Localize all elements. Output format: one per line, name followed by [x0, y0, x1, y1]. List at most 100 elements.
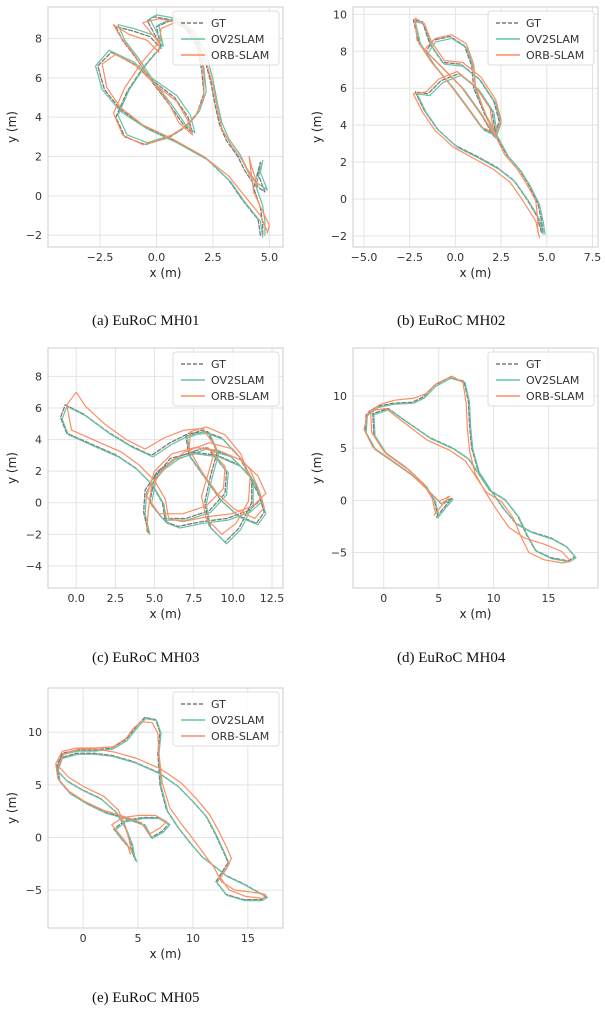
y-tick-label: −2 [331, 230, 347, 243]
legend-box [172, 351, 280, 407]
chart-panel-mh01: −2.5 0.0 2.5 5.0 −2 0 2 4 6 8 x (m) y (m) GT OV2SLAM O… [0, 0, 290, 290]
y-tick-label: 8 [35, 32, 42, 45]
y-tick-label: 8 [340, 45, 347, 58]
caption-mh04: (d) EuRoC MH04 [397, 650, 506, 666]
legend-ov2slam-label: OV2SLAM [211, 374, 264, 387]
chart-mh05: 0 5 10 15 −5 0 5 10 x (m) y (m) GT OV2SLAM ORB-SLAM [5, 687, 284, 961]
x-tick-label: 5.0 [538, 251, 556, 264]
series-orbslam-line [66, 391, 267, 535]
chart-panel-mh02: −5.0 −2.5 0.0 2.5 5.0 7.5 −2 0 2 4 6 8 10 x (m) y (m) G… [305, 0, 605, 290]
y-tick-label: 4 [35, 434, 42, 447]
x-axis-label: x (m) [460, 266, 492, 280]
y-tick-label: 4 [35, 111, 42, 124]
y-tick-label: −5 [26, 884, 42, 897]
y-tick-label: 5 [35, 779, 42, 792]
chart-mh03: 0.0 2.5 5.0 7.5 10.0 12.5 −4 −2 0 2 4 6 8 x (m) y (m) G… [5, 347, 285, 621]
y-tick-label: −4 [26, 560, 42, 573]
x-axis-label: x (m) [150, 266, 182, 280]
series-ov2slam-line [61, 405, 267, 545]
legend-gt-label: GT [211, 358, 226, 371]
legend-gt-label: GT [211, 17, 226, 30]
plot-frame [47, 687, 284, 929]
y-tick-label: 10 [333, 8, 347, 21]
y-tick-label: 6 [340, 82, 347, 95]
y-tick-label: 0 [340, 193, 347, 206]
x-tick-label: 15 [241, 932, 255, 945]
legend-gt-label: GT [526, 17, 541, 30]
y-axis-label: y (m) [310, 452, 324, 484]
series-gt-line [59, 404, 265, 543]
legend-ov2slam-label: OV2SLAM [211, 33, 264, 46]
x-tick-label: 15 [542, 592, 556, 605]
x-tick-label: 5 [435, 592, 442, 605]
legend-box [487, 10, 595, 66]
y-tick-label: 10 [333, 390, 347, 403]
caption-mh05: (e) EuRoC MH05 [92, 990, 200, 1006]
x-tick-label: 10 [186, 932, 200, 945]
x-tick-label: 5.0 [261, 251, 279, 264]
y-tick-label: −5 [331, 547, 347, 560]
plot-frame [47, 347, 284, 589]
y-tick-label: 0 [35, 831, 42, 844]
y-tick-label: 0 [35, 190, 42, 203]
series-ov2slam-line [365, 377, 577, 563]
y-tick-label: −2 [26, 528, 42, 541]
series-ov2slam-line [94, 14, 268, 238]
x-tick-label: 2.5 [107, 592, 125, 605]
caption-mh02: (b) EuRoC MH02 [397, 313, 506, 329]
series-orbslam-line [55, 721, 266, 900]
legend-ov2slam-label: OV2SLAM [526, 33, 579, 46]
series-orbslam-line [363, 375, 572, 564]
plot-frame [352, 6, 599, 248]
y-tick-label: 5 [340, 442, 347, 455]
x-tick-label: −2.5 [396, 251, 423, 264]
plot-frame [47, 6, 284, 248]
chart-mh01: −2.5 0.0 2.5 5.0 −2 0 2 4 6 8 x (m) y (m) GT OV2SLAM O… [5, 6, 284, 280]
x-axis-label: x (m) [150, 607, 182, 621]
y-tick-label: 0 [340, 494, 347, 507]
legend-orbslam-label: ORB-SLAM [526, 49, 584, 62]
x-tick-label: 10.0 [221, 592, 246, 605]
legend-ov2slam-label: OV2SLAM [526, 374, 579, 387]
legend-orbslam-label: ORB-SLAM [211, 730, 269, 743]
y-tick-label: 10 [28, 726, 42, 739]
x-tick-label: 0.0 [148, 251, 166, 264]
y-axis-label: y (m) [5, 792, 19, 824]
legend-box [172, 691, 280, 747]
y-axis-label: y (m) [5, 452, 19, 484]
y-tick-label: 2 [340, 156, 347, 169]
legend-gt-label: GT [526, 358, 541, 371]
x-tick-label: 2.5 [204, 251, 222, 264]
x-tick-label: 12.5 [260, 592, 285, 605]
y-tick-label: 8 [35, 370, 42, 383]
y-tick-label: 2 [35, 465, 42, 478]
y-tick-label: 2 [35, 151, 42, 164]
y-tick-label: 4 [340, 119, 347, 132]
x-tick-label: 10 [487, 592, 501, 605]
plot-frame [352, 347, 599, 589]
y-tick-label: 6 [35, 72, 42, 85]
x-tick-label: 2.5 [492, 251, 510, 264]
legend-orbslam-label: ORB-SLAM [211, 390, 269, 403]
legend-orbslam-label: ORB-SLAM [211, 49, 269, 62]
legend-orbslam-label: ORB-SLAM [526, 390, 584, 403]
x-tick-label: 0 [380, 592, 387, 605]
chart-mh02: −5.0 −2.5 0.0 2.5 5.0 7.5 −2 0 2 4 6 8 10 x (m) y (m) G… [310, 6, 602, 280]
legend-box [487, 351, 595, 407]
y-tick-label: 0 [35, 497, 42, 510]
x-tick-label: 5 [135, 932, 142, 945]
chart-mh04: 0 5 10 15 −5 0 5 10 x (m) y (m) GT OV2SLAM ORB-SLAM [310, 347, 599, 621]
x-axis-label: x (m) [460, 607, 492, 621]
series-ov2slam-line [414, 21, 546, 235]
legend-box [172, 10, 280, 66]
x-tick-label: −2.5 [87, 251, 114, 264]
caption-mh01: (a) EuRoC MH01 [92, 313, 200, 329]
x-tick-label: 7.5 [584, 251, 602, 264]
legend-gt-label: GT [211, 698, 226, 711]
x-tick-label: 5.0 [146, 592, 164, 605]
legend-ov2slam-label: OV2SLAM [211, 714, 264, 727]
series-gt-line [97, 16, 266, 236]
y-axis-label: y (m) [310, 111, 324, 143]
chart-panel-mh05: 0 5 10 15 −5 0 5 10 x (m) y (m) GT OV2SLAM ORB-SLAM [0, 680, 295, 970]
x-axis-label: x (m) [150, 947, 182, 961]
